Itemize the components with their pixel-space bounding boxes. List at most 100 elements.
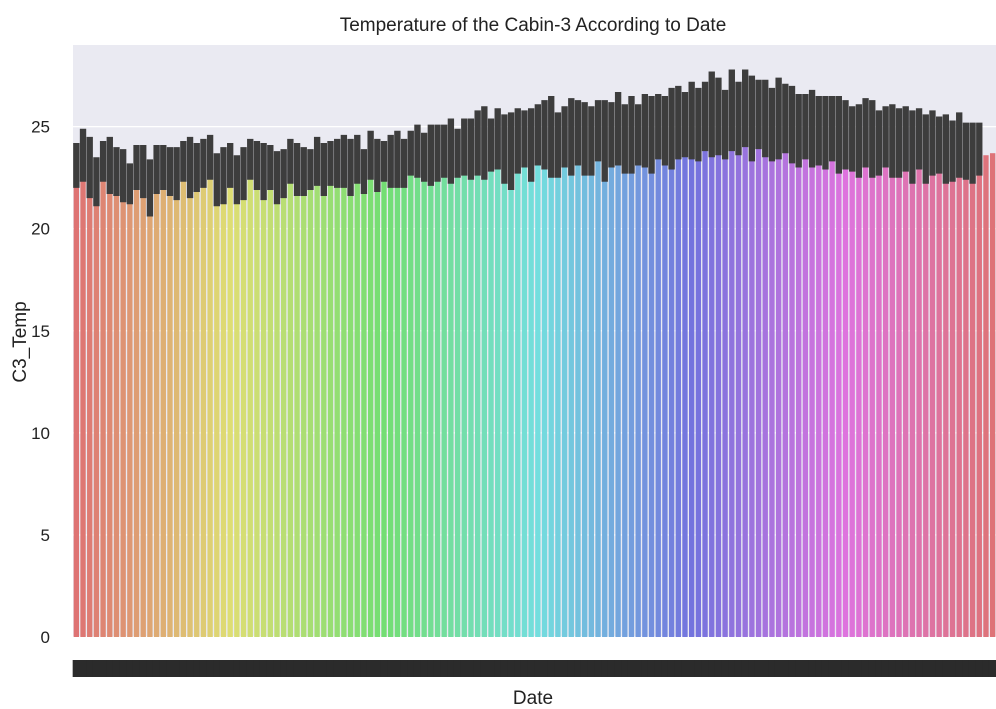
x-tick-label <box>333 660 341 677</box>
x-tick-label <box>721 660 729 677</box>
x-tick-label <box>346 660 355 677</box>
bar <box>668 128 675 637</box>
x-tick-label <box>922 660 930 677</box>
bar <box>842 134 849 637</box>
bar <box>448 151 454 637</box>
x-tick-label <box>835 660 843 677</box>
x-tick-label <box>179 660 188 677</box>
x-tick-label <box>681 660 689 677</box>
x-tick-label <box>494 660 502 677</box>
bar <box>133 167 140 638</box>
x-tick-label <box>868 660 876 677</box>
x-tick-label <box>982 660 990 677</box>
x-tick-label <box>453 660 462 677</box>
chart-title: Temperature of the Cabin-3 According to … <box>340 15 727 36</box>
x-tick-label <box>460 660 468 677</box>
x-tick-label <box>708 660 716 677</box>
bar <box>314 161 320 638</box>
bar <box>943 149 949 638</box>
bar <box>381 161 387 638</box>
x-tick-label <box>661 660 669 677</box>
x-tick-label <box>306 660 315 677</box>
x-tick-label <box>534 660 542 677</box>
x-tick-label <box>554 660 562 677</box>
x-tick-label <box>186 660 194 677</box>
x-tick-label <box>447 660 455 677</box>
x-tick-label <box>574 660 582 677</box>
bar <box>260 171 267 637</box>
bar <box>782 118 788 638</box>
bar <box>976 149 982 638</box>
x-tick-label <box>199 660 208 677</box>
x-tick-label <box>286 660 295 677</box>
bar <box>989 153 996 637</box>
bar <box>789 124 795 638</box>
bar <box>829 128 835 637</box>
bar <box>127 183 133 637</box>
bar <box>615 128 621 637</box>
x-tick-label <box>587 660 596 677</box>
bar <box>428 155 434 638</box>
x-tick-label <box>948 660 957 677</box>
bar <box>354 159 360 637</box>
x-tick-label <box>146 660 154 677</box>
bar <box>923 149 929 638</box>
bar <box>254 165 260 637</box>
bar <box>515 140 521 637</box>
x-tick-label <box>634 660 642 677</box>
bar <box>568 136 574 638</box>
bar <box>662 130 668 638</box>
x-tick-label <box>293 660 301 677</box>
x-tick-label <box>313 660 321 677</box>
x-axis-ticks <box>72 660 996 677</box>
x-tick-label <box>320 660 328 677</box>
bar <box>949 151 956 637</box>
x-tick-label <box>654 660 662 677</box>
bar <box>434 153 441 637</box>
bar <box>441 151 447 637</box>
x-tick-label <box>300 660 308 677</box>
x-tick-label <box>152 660 161 677</box>
bar <box>341 161 347 638</box>
bar <box>983 155 989 638</box>
bar <box>173 173 180 638</box>
bar <box>113 171 120 637</box>
x-tick-label <box>487 660 495 677</box>
bar <box>903 138 909 637</box>
x-tick-label <box>166 660 174 677</box>
x-tick-label <box>560 660 569 677</box>
bar <box>909 147 916 637</box>
x-tick-label <box>326 660 335 677</box>
x-tick-label <box>768 660 776 677</box>
x-tick-label <box>875 660 883 677</box>
bar <box>414 151 421 637</box>
x-tick-label <box>407 660 415 677</box>
bar <box>816 130 822 638</box>
bar <box>822 132 829 637</box>
x-tick-label <box>601 660 609 677</box>
x-tick-label <box>627 660 636 677</box>
x-tick-label <box>821 660 830 677</box>
x-tick-label <box>540 660 549 677</box>
bar <box>327 163 334 637</box>
x-tick-label <box>440 660 448 677</box>
bar <box>73 165 80 637</box>
x-tick-label <box>139 660 147 677</box>
x-tick-label <box>988 660 996 677</box>
x-tick-label <box>213 660 221 677</box>
bar <box>622 138 628 637</box>
y-axis-label: C3_Temp <box>10 301 31 382</box>
bar <box>655 126 661 637</box>
x-tick-label <box>902 660 910 677</box>
x-tick-label <box>915 660 923 677</box>
bar <box>715 116 722 637</box>
bar <box>140 171 146 637</box>
bar <box>561 136 568 638</box>
x-tick-label <box>848 660 856 677</box>
bar <box>307 169 314 637</box>
x-tick-label <box>360 660 368 677</box>
x-tick-label <box>728 660 736 677</box>
bar <box>809 128 815 637</box>
bar <box>528 145 534 637</box>
x-tick-label <box>774 660 783 677</box>
